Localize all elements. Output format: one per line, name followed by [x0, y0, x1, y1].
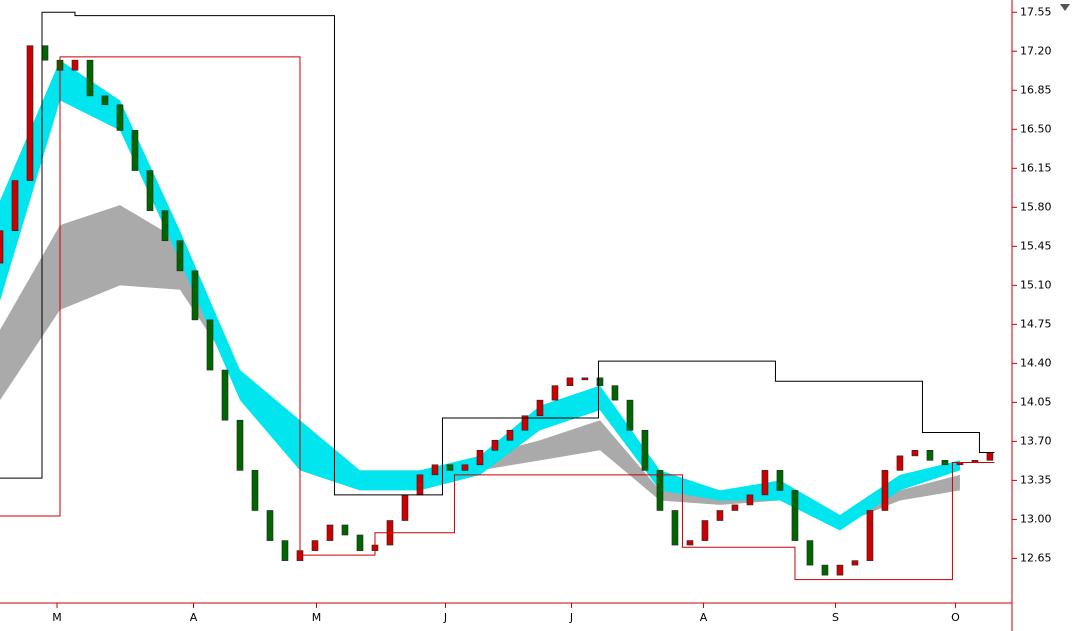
price-bar: [416, 474, 424, 496]
price-bar: [131, 130, 139, 171]
price-bar: [536, 399, 544, 417]
y-tick-label: 13.00: [1020, 512, 1052, 525]
y-tick-label: 12.65: [1020, 551, 1052, 564]
price-bar: [761, 470, 769, 496]
price-bar: [596, 377, 604, 386]
price-bar: [866, 510, 874, 561]
y-tick-label: 15.10: [1020, 278, 1052, 291]
price-bar: [986, 452, 994, 461]
y-tick-label: 16.50: [1020, 122, 1052, 135]
price-bar: [26, 45, 34, 181]
price-bar: [86, 59, 94, 97]
price-bar: [206, 319, 214, 371]
price-bar: [716, 510, 724, 521]
price-bar: [116, 104, 124, 131]
price-bar: [626, 399, 634, 431]
price-bar: [896, 455, 904, 471]
y-tick-label: 17.20: [1020, 44, 1052, 57]
price-bar: [311, 540, 319, 551]
x-tick-label: M: [52, 611, 62, 624]
y-tick-label: 14.75: [1020, 317, 1052, 330]
x-tick-label: J: [443, 611, 447, 624]
price-bar: [191, 270, 199, 321]
price-bar: [446, 464, 454, 471]
x-tick-label: A: [190, 611, 198, 624]
price-bar: [0, 230, 4, 264]
price-bar: [11, 180, 19, 232]
price-bar: [731, 504, 739, 511]
x-tick-label: S: [832, 611, 839, 624]
step-line: [0, 11, 995, 496]
price-bar: [71, 59, 79, 71]
price-bar: [161, 210, 169, 242]
price-bar: [911, 449, 919, 457]
price-bar: [461, 464, 469, 471]
price-bar: [236, 419, 244, 471]
y-tick-label: 17.55: [1020, 5, 1052, 18]
price-bar: [41, 45, 49, 61]
price-bar: [566, 377, 574, 386]
y-tick-label: 14.05: [1020, 395, 1052, 408]
y-tick-label: 14.40: [1020, 356, 1052, 369]
price-bar: [551, 385, 559, 401]
price-bar: [326, 524, 334, 541]
price-bar: [881, 470, 889, 511]
price-bar: [656, 470, 664, 511]
price-bar: [941, 460, 949, 466]
price-bar: [581, 377, 589, 381]
y-tick-label: 13.35: [1020, 473, 1052, 486]
x-tick-label: O: [951, 611, 960, 624]
price-bar: [146, 170, 154, 211]
price-bar: [851, 560, 859, 566]
price-bar: [821, 564, 829, 576]
price-bar: [101, 95, 109, 106]
price-bar: [431, 464, 439, 476]
y-tick-label: 16.15: [1020, 161, 1052, 174]
price-bar: [341, 524, 349, 536]
y-tick-label: 15.45: [1020, 239, 1052, 252]
price-bar: [281, 540, 289, 561]
price-bar: [701, 520, 709, 541]
menu-arrow[interactable]: [1060, 4, 1070, 11]
price-bar: [836, 564, 844, 576]
band: [0, 60, 960, 531]
price-bar: [221, 369, 229, 421]
x-tick-label: M: [312, 611, 322, 624]
price-bar: [926, 449, 934, 461]
price-bar: [611, 385, 619, 401]
price-bar: [671, 510, 679, 546]
price-bar: [521, 415, 529, 431]
price-bar: [776, 470, 784, 491]
price-bar: [806, 540, 814, 566]
y-tick-label: 16.85: [1020, 83, 1052, 96]
x-tick-label: J: [569, 611, 573, 624]
price-bar: [791, 490, 799, 541]
y-tick-label: 13.70: [1020, 434, 1052, 447]
price-bar: [641, 429, 649, 471]
y-tick-label: 15.80: [1020, 200, 1052, 213]
price-bar: [476, 449, 484, 466]
price-bar: [266, 510, 274, 541]
x-tick-label: A: [700, 611, 708, 624]
price-bar: [746, 494, 754, 506]
price-bar: [506, 429, 514, 441]
price-bar: [356, 534, 364, 551]
step-line: [0, 56, 995, 581]
price-bar: [401, 494, 409, 521]
price-bar: [176, 240, 184, 272]
price-bar: [491, 439, 499, 451]
price-bar: [686, 540, 694, 546]
price-bar: [251, 470, 259, 511]
